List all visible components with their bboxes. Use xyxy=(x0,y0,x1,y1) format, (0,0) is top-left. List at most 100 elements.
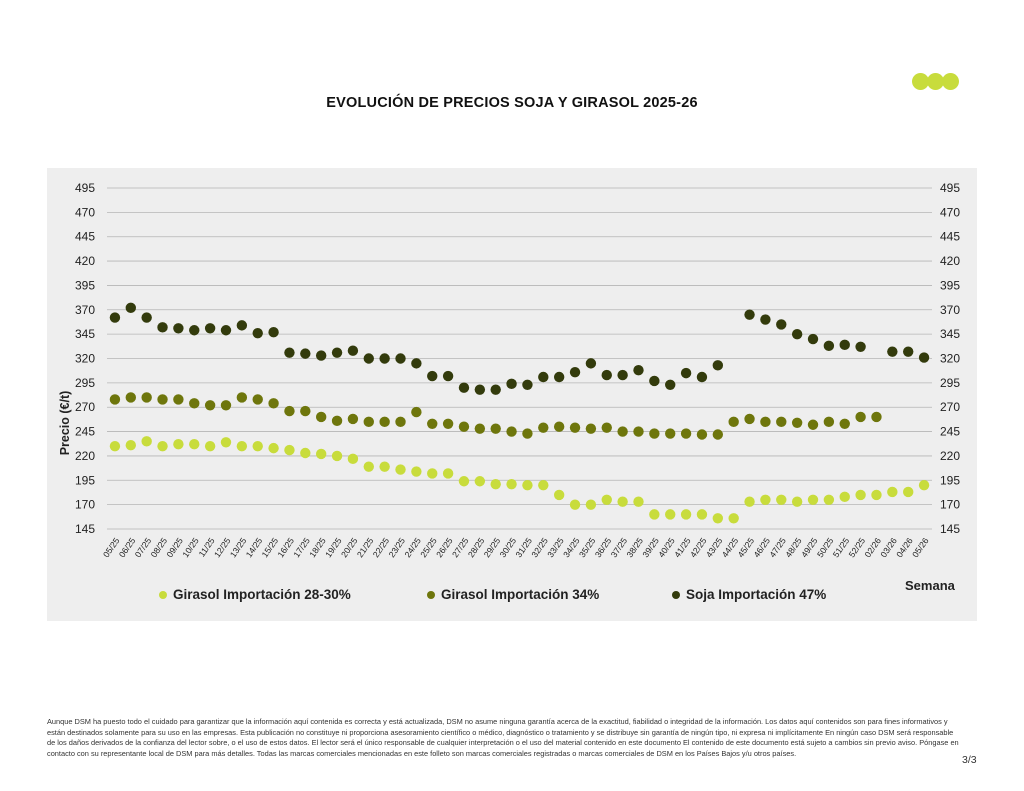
data-point-series-1 xyxy=(506,426,517,437)
data-point-series-0 xyxy=(173,439,184,450)
data-point-series-1 xyxy=(315,411,327,423)
legend-label: Girasol Importación 28-30% xyxy=(173,587,351,602)
data-point-series-0 xyxy=(490,478,501,490)
legend-label: Girasol Importación 34% xyxy=(441,587,600,602)
data-point-series-0 xyxy=(522,479,533,491)
data-point-series-0 xyxy=(427,468,438,479)
data-point-series-0 xyxy=(633,496,644,507)
data-point-series-0 xyxy=(903,486,914,498)
y-tick-label-right: 370 xyxy=(940,303,960,317)
data-point-series-1 xyxy=(173,394,184,405)
data-point-series-0 xyxy=(347,453,359,465)
data-point-series-0 xyxy=(728,513,739,524)
legend-item: Soja Importación 47% xyxy=(672,587,826,602)
data-point-series-2 xyxy=(887,346,898,357)
data-point-series-1 xyxy=(855,411,866,423)
data-point-series-0 xyxy=(585,499,597,510)
data-point-series-2 xyxy=(538,371,549,383)
dsm-logo xyxy=(912,73,962,93)
data-point-series-2 xyxy=(633,364,644,376)
data-point-series-1 xyxy=(300,405,311,417)
data-point-series-1 xyxy=(791,417,803,429)
y-tick-label-right: 195 xyxy=(940,473,960,487)
y-tick-label-right: 445 xyxy=(940,230,960,244)
data-point-series-2 xyxy=(522,379,533,391)
data-point-series-2 xyxy=(744,309,755,320)
data-point-series-1 xyxy=(379,416,390,428)
data-point-series-2 xyxy=(807,333,819,345)
data-point-series-2 xyxy=(315,350,327,361)
data-point-series-0 xyxy=(553,489,565,501)
y-tick-label-right: 170 xyxy=(940,498,960,512)
data-point-series-2 xyxy=(823,340,835,352)
data-point-series-2 xyxy=(474,384,486,395)
logo-dot-icon xyxy=(942,73,959,90)
data-point-series-1 xyxy=(204,400,216,411)
y-tick-label-right: 220 xyxy=(940,449,960,463)
data-point-series-1 xyxy=(490,423,501,434)
data-point-series-2 xyxy=(109,312,121,323)
data-point-series-2 xyxy=(347,345,359,356)
data-point-series-2 xyxy=(680,367,692,379)
y-tick-label-right: 320 xyxy=(940,352,960,366)
data-point-series-2 xyxy=(220,325,232,336)
data-point-series-2 xyxy=(490,384,501,395)
data-point-series-1 xyxy=(395,416,406,428)
y-tick-label-right: 470 xyxy=(940,205,960,219)
y-tick-label-right: 145 xyxy=(940,522,960,536)
y-tick-label-left: 320 xyxy=(75,352,95,366)
data-point-series-1 xyxy=(141,392,152,403)
data-point-series-1 xyxy=(585,423,597,434)
data-point-series-1 xyxy=(236,392,248,403)
price-chart: 145 170 195 220 245 270 295 320 345 370 395 420 445 4… xyxy=(58,181,960,559)
data-point-series-0 xyxy=(141,436,152,447)
legend-item: Girasol Importación 28-30% xyxy=(159,587,351,602)
data-point-series-0 xyxy=(189,439,200,450)
data-point-series-0 xyxy=(157,440,168,452)
data-point-series-2 xyxy=(189,325,200,336)
data-point-series-2 xyxy=(173,323,184,334)
data-point-series-0 xyxy=(760,494,771,505)
data-point-series-2 xyxy=(363,353,374,364)
data-point-series-0 xyxy=(538,479,549,491)
legend-item: Girasol Importación 34% xyxy=(427,587,599,602)
data-point-series-1 xyxy=(776,416,787,428)
legend-dot-icon xyxy=(159,590,167,599)
y-tick-label-left: 295 xyxy=(75,376,95,390)
data-point-series-1 xyxy=(538,422,549,433)
data-point-series-2 xyxy=(601,369,612,381)
x-axis-label: Semana xyxy=(905,578,955,593)
y-tick-label-right: 495 xyxy=(940,181,960,195)
legend-dot-icon xyxy=(427,590,435,599)
data-point-series-2 xyxy=(712,360,724,371)
y-tick-label-right: 295 xyxy=(940,376,960,390)
data-point-series-2 xyxy=(442,370,454,382)
y-tick-label-left: 395 xyxy=(75,278,95,292)
data-point-series-2 xyxy=(125,302,136,314)
y-tick-label-left: 145 xyxy=(75,522,95,536)
y-tick-label-left: 345 xyxy=(75,327,95,341)
data-point-series-2 xyxy=(268,326,279,338)
data-point-series-0 xyxy=(252,440,263,452)
data-point-series-0 xyxy=(776,494,787,505)
data-point-series-0 xyxy=(411,466,422,477)
data-point-series-0 xyxy=(839,491,850,503)
data-point-series-2 xyxy=(776,319,787,330)
data-point-series-1 xyxy=(807,419,819,430)
y-tick-label-left: 170 xyxy=(75,498,95,512)
data-point-series-2 xyxy=(918,352,930,363)
data-point-series-2 xyxy=(204,323,216,334)
data-point-series-0 xyxy=(506,478,517,490)
data-point-series-0 xyxy=(569,499,581,510)
data-point-series-2 xyxy=(855,341,866,353)
data-point-series-1 xyxy=(458,421,470,432)
data-point-series-0 xyxy=(807,494,819,505)
data-point-series-0 xyxy=(220,437,232,448)
data-point-series-0 xyxy=(363,461,374,472)
data-point-series-1 xyxy=(553,421,565,432)
data-point-series-2 xyxy=(569,366,581,378)
data-point-series-1 xyxy=(633,426,644,437)
y-tick-label-right: 395 xyxy=(940,278,960,292)
data-point-series-0 xyxy=(617,496,628,507)
data-point-series-0 xyxy=(395,464,406,475)
